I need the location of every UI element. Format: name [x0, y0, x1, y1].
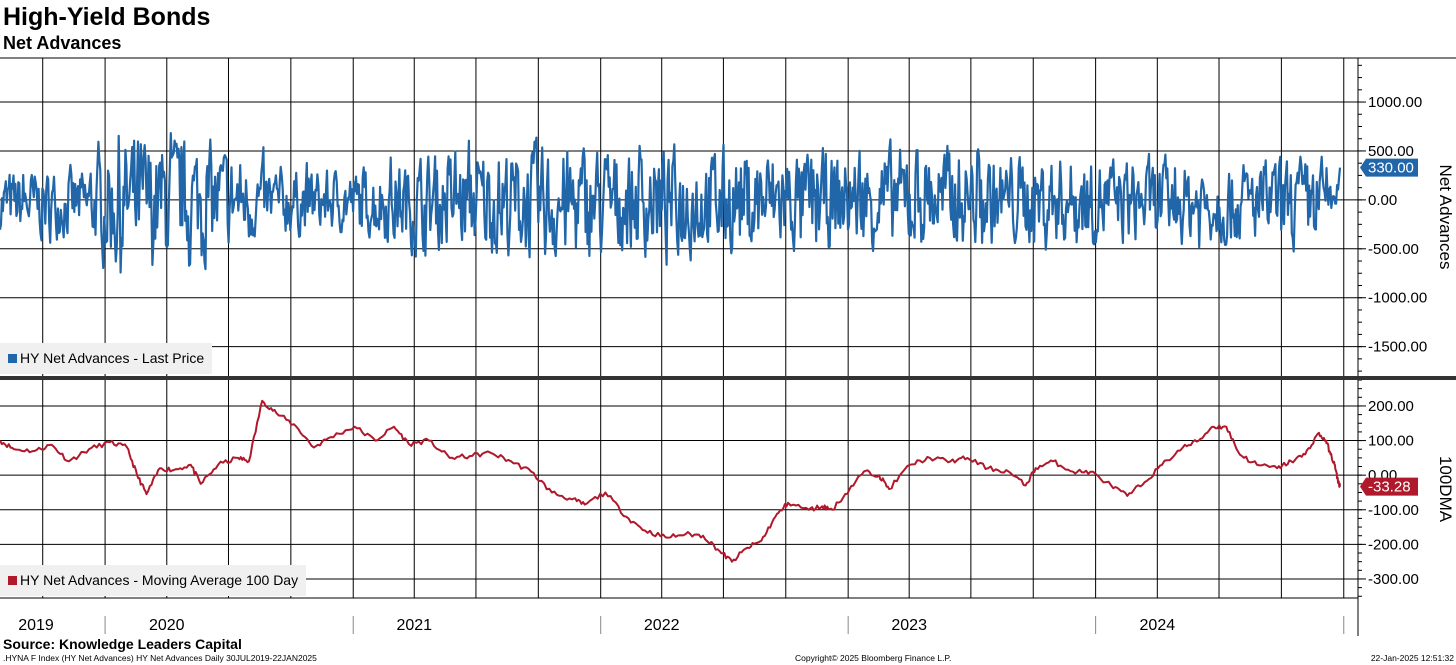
last-value-bottom-badge	[1360, 477, 1418, 496]
last-value-top-badge-label: 330.00	[1368, 160, 1414, 177]
last-value-bottom-badge-label: -33.28	[1368, 479, 1411, 496]
series-moving-average-line	[0, 399, 1341, 563]
y-tick-label: 0.00	[1368, 192, 1397, 209]
y-tick-label: 100.00	[1368, 433, 1414, 450]
legend-bottom-label: HY Net Advances - Moving Average 100 Day	[20, 572, 299, 588]
legend-bottom: HY Net Advances - Moving Average 100 Day	[0, 565, 307, 596]
footer-copyright: Copyright© 2025 Bloomberg Finance L.P.	[795, 653, 952, 663]
x-tick-label: 2021	[396, 617, 432, 634]
y-tick-label: 1000.00	[1368, 94, 1422, 111]
last-value-top-badge	[1360, 158, 1418, 177]
y-tick-label: -1000.00	[1368, 290, 1427, 307]
x-tick-label: 2022	[644, 617, 680, 634]
legend-top-swatch	[8, 354, 17, 363]
y-tick-label: -100.00	[1368, 502, 1419, 519]
y-tick-label: -1500.00	[1368, 339, 1427, 356]
x-tick-label: 2023	[891, 617, 927, 634]
legend-top: HY Net Advances - Last Price	[0, 343, 213, 374]
y-tick-label: -500.00	[1368, 241, 1419, 258]
x-tick-label: 2020	[149, 617, 185, 634]
chart-title: High-Yield Bonds	[3, 3, 211, 31]
y-tick-label: 500.00	[1368, 143, 1414, 160]
y-tick-label: -200.00	[1368, 536, 1419, 553]
y-tick-label: 200.00	[1368, 398, 1414, 415]
y-tick-label: -300.00	[1368, 571, 1419, 588]
legend-top-label: HY Net Advances - Last Price	[20, 350, 205, 366]
x-tick-label: 2019	[18, 617, 54, 634]
chart-subtitle: Net Advances	[3, 33, 122, 53]
axis-title: 100DMA	[1436, 456, 1455, 523]
source-note: Source: Knowledge Leaders Capital	[3, 636, 242, 652]
x-tick-label: 2024	[1140, 617, 1176, 634]
footer-timestamp: 22-Jan-2025 12:51:32	[1370, 653, 1454, 663]
legend-bottom-swatch	[8, 576, 17, 585]
footer-index-info: .HYNA F Index (HY Net Advances) HY Net A…	[3, 653, 317, 663]
axis-title: Net Advances	[1436, 165, 1455, 270]
panel-divider	[0, 376, 1456, 380]
series-net-advances-line	[0, 132, 1342, 274]
